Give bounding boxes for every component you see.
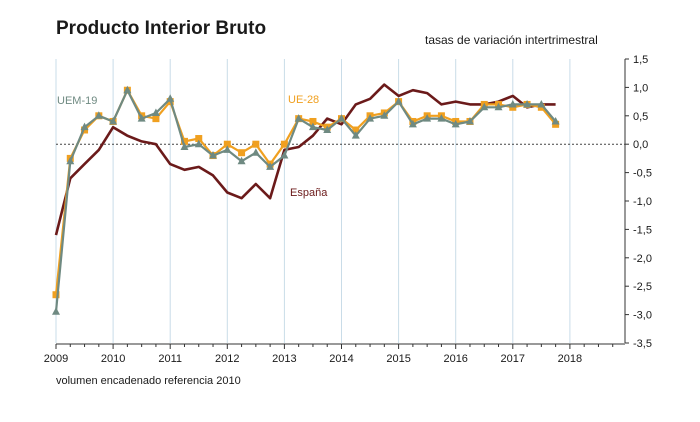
x-tick-label: 2014	[329, 353, 353, 365]
data-point	[280, 140, 288, 148]
y-tick-label: -1,5	[633, 224, 652, 236]
y-tick-label: 0,5	[633, 111, 648, 123]
x-tick-label: 2017	[501, 353, 525, 365]
data-point	[137, 114, 146, 122]
data-point	[180, 137, 188, 145]
data-point	[152, 115, 160, 123]
data-point	[480, 102, 489, 111]
data-point	[52, 307, 60, 315]
data-point	[94, 111, 103, 119]
data-point	[465, 116, 474, 125]
series-line-espa-a	[54, 83, 556, 236]
data-point	[366, 114, 375, 122]
y-tick-label: -2,0	[633, 253, 652, 265]
data-point	[351, 131, 360, 139]
data-point	[109, 116, 118, 125]
chart-footnote: volumen encadenado referencia 2010	[56, 375, 241, 387]
y-tick-label: 0,0	[633, 139, 648, 151]
x-tick-label: 2011	[158, 353, 182, 365]
data-point	[394, 97, 403, 105]
data-point	[223, 140, 231, 148]
data-point	[309, 117, 317, 125]
data-point	[380, 111, 389, 119]
series-line-uem-19	[54, 89, 557, 312]
y-tick-label: -2,5	[633, 281, 652, 293]
data-point	[352, 126, 360, 134]
data-point	[180, 142, 189, 151]
data-point	[537, 99, 546, 108]
y-tick-label: 1,0	[633, 82, 648, 94]
data-point	[437, 114, 446, 122]
x-tick-label: 2009	[44, 353, 68, 365]
x-tick-label: 2015	[386, 353, 410, 365]
data-point	[237, 156, 246, 165]
series-label: UE-28	[288, 94, 319, 106]
data-point	[80, 122, 89, 131]
data-point	[294, 114, 303, 122]
data-point	[252, 140, 260, 148]
data-point	[308, 122, 317, 131]
data-point	[508, 99, 517, 108]
data-point	[451, 119, 460, 128]
chart-title: Producto Interior Bruto	[56, 18, 267, 39]
data-point	[551, 116, 560, 125]
y-tick-label: -3,0	[633, 310, 652, 322]
data-point	[423, 114, 432, 122]
data-point	[323, 125, 332, 133]
x-tick-label: 2013	[272, 353, 296, 365]
data-point	[123, 85, 132, 94]
data-point	[52, 291, 60, 299]
y-tick-label: -0,5	[633, 168, 652, 180]
data-point	[337, 114, 346, 122]
y-tick-label: 1,5	[633, 54, 648, 66]
x-tick-label: 2010	[101, 353, 125, 365]
chart-subtitle: tasas de variación intertrimestral	[425, 33, 598, 47]
y-tick-label: -3,5	[633, 338, 652, 350]
data-point	[238, 149, 246, 157]
data-point	[251, 148, 260, 156]
y-tick-label: -1,0	[633, 196, 652, 208]
data-point	[194, 139, 203, 148]
x-tick-label: 2018	[558, 353, 582, 365]
data-point	[280, 151, 289, 159]
data-point	[166, 94, 175, 102]
data-point	[66, 156, 75, 165]
data-point	[266, 162, 275, 170]
x-tick-label: 2012	[215, 353, 239, 365]
data-point	[209, 151, 218, 159]
data-point	[408, 119, 417, 128]
series-label: España	[290, 187, 328, 199]
data-point	[223, 145, 232, 153]
data-point	[151, 108, 160, 116]
data-point	[523, 99, 532, 108]
data-point	[195, 135, 203, 143]
x-tick-label: 2016	[443, 353, 467, 365]
data-point	[494, 102, 503, 111]
series-label: UEM-19	[57, 95, 97, 107]
